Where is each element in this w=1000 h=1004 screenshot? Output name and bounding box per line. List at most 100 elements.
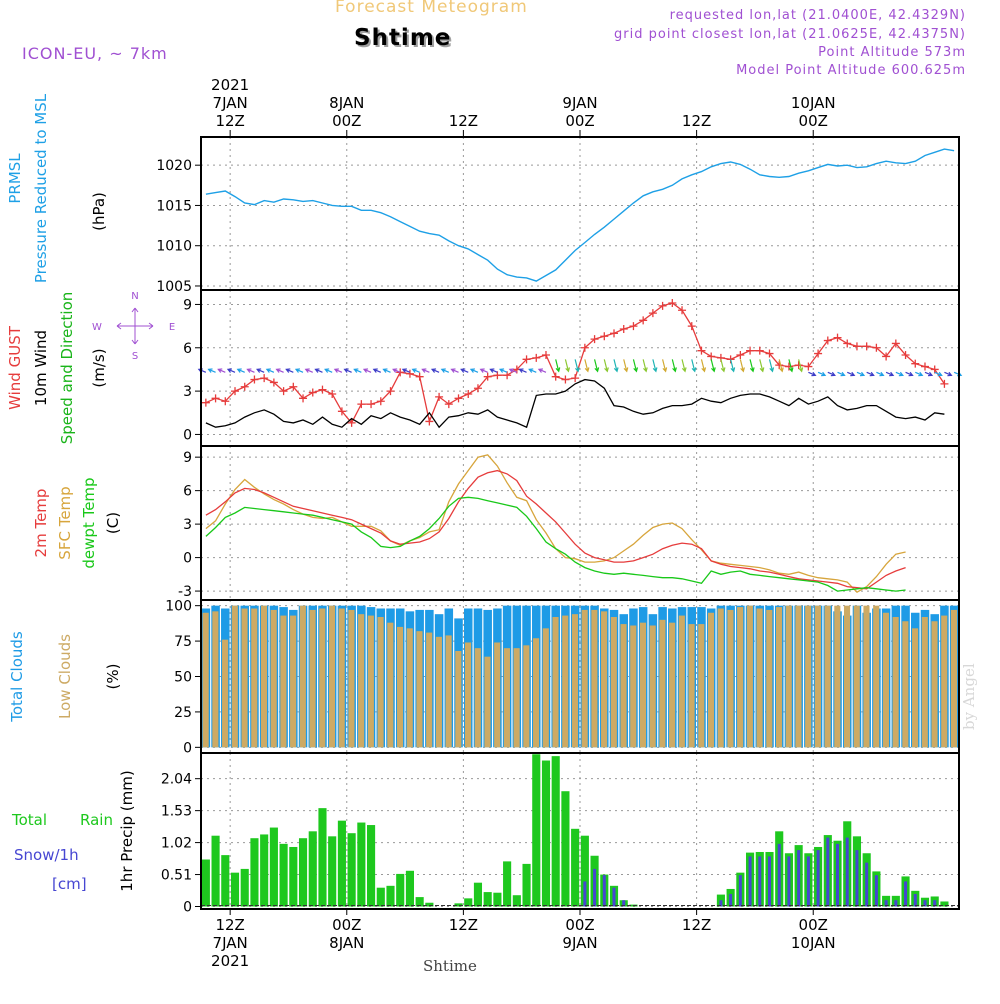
wind-direction-arrow bbox=[730, 359, 736, 373]
low-clouds-bar bbox=[416, 631, 423, 748]
wind-direction-arrow bbox=[236, 368, 245, 373]
wind-direction-arrow bbox=[450, 368, 459, 373]
rain-bar bbox=[221, 855, 230, 907]
low-clouds-bar bbox=[727, 609, 734, 748]
clouds-panel: 0 25 50 75 100 Total Clouds Low Clouds (%) bbox=[8, 599, 960, 756]
low-clouds-bar bbox=[212, 611, 219, 748]
rain-bar bbox=[201, 859, 210, 907]
compass-east: E bbox=[169, 322, 175, 333]
snow-bar bbox=[913, 893, 917, 907]
gust-marker bbox=[590, 335, 599, 344]
low-clouds-bar bbox=[892, 617, 899, 748]
model-altitude: Model Point Altitude 600.625m bbox=[736, 63, 966, 78]
rain-bar bbox=[571, 828, 580, 907]
gust-marker bbox=[357, 400, 366, 409]
wind-direction-arrow bbox=[798, 359, 804, 373]
wind-direction-arrow bbox=[555, 359, 561, 373]
snow-bar bbox=[787, 856, 791, 907]
low-clouds-bar bbox=[610, 617, 617, 748]
top-axis-label: 2021 bbox=[211, 76, 249, 94]
precip-label-total: Total bbox=[11, 811, 47, 829]
point-altitude: Point Altitude 573m bbox=[818, 45, 966, 60]
low-clouds-bar bbox=[387, 622, 394, 748]
wind-direction-arrow bbox=[768, 359, 775, 373]
gust-marker bbox=[765, 349, 774, 358]
rain-bar bbox=[405, 870, 414, 907]
low-clouds-bar bbox=[270, 609, 277, 748]
wind-direction-arrow bbox=[924, 371, 934, 377]
gust-marker bbox=[269, 378, 278, 387]
wind-direction-arrow bbox=[623, 359, 629, 373]
rain-bar bbox=[289, 846, 298, 907]
precip-label-cm: [cm] bbox=[52, 875, 87, 893]
pressure-label-msl: Pressure Reduced to MSL bbox=[32, 93, 50, 283]
wind-direction-arrow bbox=[866, 371, 875, 377]
low-clouds-bar bbox=[843, 605, 851, 748]
wind-direction-arrow bbox=[518, 368, 527, 373]
snow-bar bbox=[806, 856, 810, 907]
wind-direction-arrow bbox=[671, 359, 677, 373]
low-clouds-bar bbox=[202, 612, 209, 748]
low-clouds-bar bbox=[912, 628, 919, 748]
gust-marker bbox=[425, 417, 434, 426]
wind-direction-arrow bbox=[372, 368, 382, 373]
low-clouds-bar bbox=[348, 609, 355, 748]
rain-bar bbox=[298, 838, 308, 907]
wind-direction-arrow bbox=[788, 359, 794, 373]
gust-marker bbox=[862, 342, 871, 351]
rain-bar bbox=[279, 843, 288, 907]
low-clouds-bar bbox=[377, 617, 384, 748]
location-title: Shtime bbox=[354, 25, 452, 51]
requested-coords: requested lon,lat (21.0400E, 42.4329N) bbox=[669, 8, 966, 23]
panel-background bbox=[201, 137, 959, 290]
wind-direction-arrow bbox=[498, 368, 508, 373]
rain-bar bbox=[308, 831, 317, 907]
pressure-label-unit: (hPa) bbox=[90, 192, 108, 231]
wind-direction-arrow bbox=[469, 368, 479, 373]
wind-direction-arrow bbox=[700, 359, 707, 373]
gust-marker bbox=[503, 371, 512, 380]
snow-bar bbox=[583, 881, 587, 907]
snow-bar bbox=[826, 837, 830, 907]
gust-marker bbox=[260, 374, 269, 383]
gust-marker bbox=[541, 351, 550, 359]
rain-bar bbox=[269, 827, 278, 907]
clouds-label-unit: (%) bbox=[104, 664, 122, 690]
temperature-tick-label: 0 bbox=[183, 551, 192, 567]
top-title: Forecast Meteogram bbox=[335, 0, 528, 17]
wind-direction-arrow bbox=[285, 368, 294, 373]
low-clouds-bar bbox=[882, 612, 889, 748]
rain-bar bbox=[522, 863, 531, 907]
gust-marker bbox=[211, 394, 220, 403]
wind-direction-arrow bbox=[739, 359, 745, 373]
clouds-label-low: Low Clouds bbox=[56, 634, 74, 719]
snow-bar bbox=[758, 856, 762, 907]
snow-bar bbox=[777, 843, 781, 907]
clouds-tick-label: 0 bbox=[183, 740, 192, 756]
rain-bar bbox=[503, 861, 512, 907]
low-clouds-bar bbox=[523, 645, 530, 748]
dewpt-temp-line bbox=[205, 496, 906, 592]
gust-marker bbox=[814, 349, 823, 358]
wind-direction-arrow bbox=[382, 368, 391, 373]
wind-tick-label: 9 bbox=[183, 297, 192, 313]
temperature-tick-label: -3 bbox=[178, 584, 192, 600]
wind-direction-arrow bbox=[847, 371, 856, 377]
rain-bar bbox=[473, 882, 483, 907]
snow-bar bbox=[923, 900, 927, 907]
gust-marker bbox=[201, 398, 210, 407]
low-clouds-bar bbox=[630, 625, 637, 748]
gust-marker bbox=[891, 339, 900, 348]
compass-rose-icon bbox=[116, 307, 154, 345]
rain-bar bbox=[940, 901, 949, 907]
gust-marker bbox=[473, 384, 482, 393]
bottom-axis-label: 12Z bbox=[682, 916, 711, 934]
wind-direction-arrow bbox=[574, 359, 580, 373]
rain-bar bbox=[386, 885, 395, 907]
gust-marker bbox=[464, 390, 473, 398]
top-axis-label: 00Z bbox=[332, 112, 361, 130]
gust-marker bbox=[872, 343, 881, 352]
low-clouds-bar bbox=[737, 607, 744, 748]
